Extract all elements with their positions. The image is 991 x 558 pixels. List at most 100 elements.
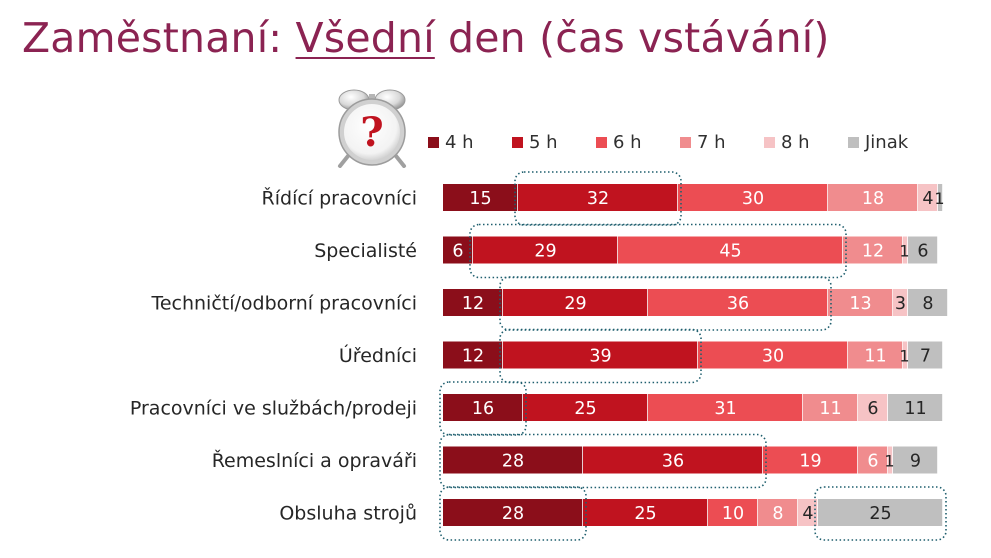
highlight-box-0 (514, 171, 682, 226)
legend-swatch-4 (764, 137, 775, 148)
bar-segment-6-0 (443, 499, 583, 526)
bar-segment-4-4 (858, 394, 888, 421)
legend-item-3: 7 h (680, 132, 726, 153)
value-label-0-5: 1 (934, 189, 944, 208)
value-label-0-1: 32 (587, 189, 609, 209)
category-label-1: Specialisté (314, 240, 417, 262)
bar-segment-0-3 (828, 184, 918, 211)
bar-segment-3-4 (903, 341, 908, 369)
value-label-2-3: 13 (849, 294, 871, 314)
bar-segment-4-1 (523, 394, 648, 421)
value-label-6-1: 25 (634, 504, 656, 524)
bar-segment-0-0 (443, 184, 518, 211)
bar-segment-5-0 (443, 446, 583, 474)
bar-segment-5-2 (763, 446, 858, 474)
value-label-5-1: 36 (662, 452, 684, 472)
legend-item-1: 5 h (512, 132, 558, 153)
bar-segment-0-5 (938, 184, 943, 211)
legend-item-2: 6 h (596, 132, 642, 153)
value-label-2-4: 3 (895, 294, 906, 314)
category-label-0: Řídící pracovníci (262, 187, 417, 210)
title-emphasis: Všední (295, 14, 435, 62)
bar-segment-2-4 (893, 289, 908, 316)
bar-segment-4-3 (803, 394, 858, 421)
legend-swatch-3 (680, 137, 691, 148)
value-label-4-2: 31 (714, 399, 736, 419)
value-label-2-0: 12 (462, 294, 484, 314)
bar-segment-5-3 (858, 446, 888, 474)
page-title: Zaměstnaní: Všední den (čas vstávání) (22, 14, 830, 62)
title-suffix: den (čas vstávání) (434, 14, 830, 62)
bar-segment-5-5 (893, 446, 938, 474)
legend-label-0: 4 h (445, 132, 474, 153)
title-prefix: Zaměstnaní: (22, 14, 296, 62)
legend-label-5: Jinak (865, 132, 909, 153)
value-label-6-2: 10 (722, 504, 744, 524)
value-label-3-0: 12 (462, 347, 484, 367)
legend-label-2: 6 h (613, 132, 642, 153)
category-label-2: Techničtí/odborní pracovníci (150, 293, 417, 315)
bar-segment-5-1 (583, 446, 763, 474)
value-label-1-2: 45 (719, 242, 741, 262)
value-label-0-0: 15 (469, 189, 491, 209)
bar-segment-6-3 (758, 499, 798, 526)
value-label-1-1: 29 (534, 242, 556, 262)
bar-segment-3-1 (503, 341, 698, 369)
legend-swatch-2 (596, 137, 607, 148)
bar-segment-1-3 (843, 236, 903, 264)
value-label-0-4: 4 (922, 189, 933, 209)
bar-segment-3-2 (698, 341, 848, 369)
highlight-box-7 (814, 486, 947, 541)
value-label-4-3: 11 (819, 399, 841, 419)
bar-segment-3-3 (848, 341, 903, 369)
category-label-4: Pracovníci ve službách/prodeji (130, 398, 417, 420)
category-label-3: Úředníci (339, 343, 417, 367)
bar-segment-6-5 (818, 499, 943, 526)
legend-swatch-1 (512, 137, 523, 148)
legend-label-3: 7 h (697, 132, 726, 153)
bar-segment-3-0 (443, 341, 503, 369)
bar-segment-2-5 (908, 289, 948, 316)
category-label-6: Obsluha strojů (279, 503, 417, 525)
value-label-4-1: 25 (574, 399, 596, 419)
value-label-0-3: 18 (862, 189, 884, 209)
legend-item-5: Jinak (848, 132, 908, 153)
value-label-0-2: 30 (742, 189, 764, 209)
value-label-3-4: 1 (899, 347, 909, 366)
value-label-2-5: 8 (922, 294, 933, 314)
value-label-4-4: 6 (867, 399, 878, 419)
highlight-box-6 (439, 486, 587, 541)
value-label-4-5: 11 (904, 399, 926, 419)
value-label-1-5: 6 (917, 242, 928, 262)
bar-segment-1-0 (443, 236, 473, 264)
bar-segment-6-2 (708, 499, 758, 526)
value-label-5-4: 1 (884, 452, 894, 471)
bar-segment-3-5 (908, 341, 943, 369)
value-label-2-2: 36 (727, 294, 749, 314)
category-label-5: Řemeslníci a opraváři (212, 449, 417, 472)
bar-segment-4-2 (648, 394, 803, 421)
bar-segment-6-1 (583, 499, 708, 526)
highlight-box-3 (499, 328, 702, 384)
bar-segment-6-4 (798, 499, 818, 526)
value-label-5-5: 9 (910, 452, 921, 472)
value-label-1-3: 12 (862, 242, 884, 262)
value-label-6-5: 25 (869, 504, 891, 524)
legend-swatch-0 (428, 137, 439, 148)
value-label-5-2: 19 (799, 452, 821, 472)
value-label-6-0: 28 (502, 504, 524, 524)
legend-label-4: 8 h (781, 132, 810, 153)
alarm-clock-question-icon: ? (338, 89, 406, 168)
legend-item-0: 4 h (428, 132, 474, 153)
bar-segment-5-4 (888, 446, 893, 474)
bar-segment-2-2 (648, 289, 828, 316)
legend-label-1: 5 h (529, 132, 558, 153)
bar-segment-1-4 (903, 236, 908, 264)
legend-swatch-5 (848, 137, 859, 148)
value-label-1-0: 6 (452, 242, 463, 262)
value-label-3-2: 30 (762, 347, 784, 367)
bar-segment-0-2 (678, 184, 828, 211)
value-label-4-0: 16 (472, 399, 494, 419)
value-label-2-1: 29 (564, 294, 586, 314)
